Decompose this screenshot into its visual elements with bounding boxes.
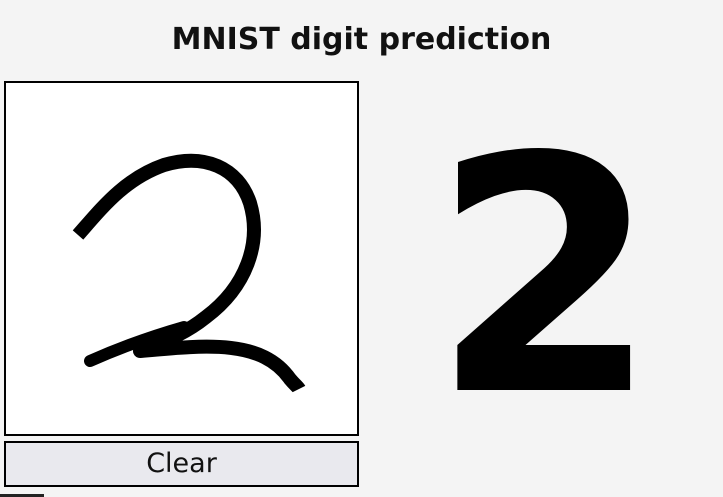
clear-button[interactable]: Clear <box>4 441 359 487</box>
divider <box>0 494 44 497</box>
page-title: MNIST digit prediction <box>171 22 552 57</box>
drawing-canvas[interactable] <box>4 81 359 436</box>
handwritten-digit-stroke <box>72 153 306 393</box>
predicted-digit: 2 <box>431 87 659 467</box>
